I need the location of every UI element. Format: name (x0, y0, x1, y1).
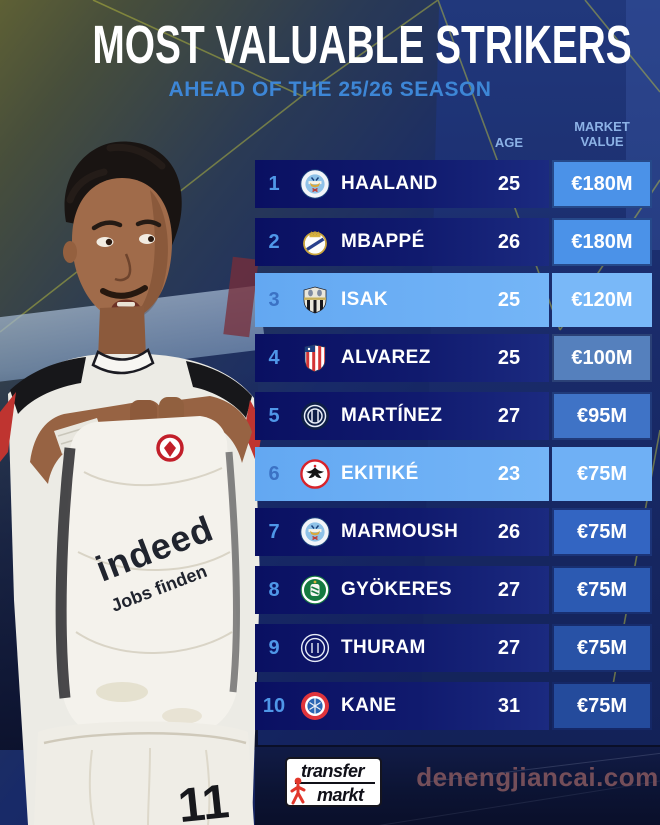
table-row: 2 MBAPPÉ 26 €180M (255, 218, 652, 266)
table-header-row: AGE MARKET VALUE (255, 108, 652, 152)
age-value: 23 (497, 462, 521, 485)
player-row-main-cell: 3 ISAK 25 (255, 273, 549, 327)
player-name: EKITIKÉ (341, 463, 419, 484)
market-value-cell: €95M (552, 392, 652, 440)
age-value: 27 (497, 636, 521, 659)
table-rows: 1 HAALAND 25 €180M 2 MBAPPÉ 26 €180M 3 ISAK 25 €120… (255, 160, 652, 730)
market-value-text: €75M (576, 578, 628, 601)
player-row-main-cell: 7 MARMOUSH 26 (255, 508, 549, 556)
age-column-header: AGE (494, 135, 524, 150)
age-value: 25 (497, 346, 521, 369)
player-name: HAALAND (341, 173, 438, 194)
logo-divider (295, 781, 375, 784)
market-value-text: €75M (576, 462, 628, 485)
age-value: 26 (497, 520, 521, 543)
market-value-text: €100M (571, 346, 633, 369)
rank-label: 7 (268, 520, 280, 543)
watermark-text: denengjiancai.com (416, 762, 659, 792)
table-row: 3 ISAK 25 €120M (255, 273, 652, 327)
player-row-main-cell: 6 EKITIKÉ 23 (255, 447, 549, 501)
market-value-cell: €120M (552, 273, 652, 327)
table-row: 4 ALVAREZ 25 €100M (255, 334, 652, 382)
player-name: ALVAREZ (341, 347, 431, 368)
newcastle-badge-icon (293, 285, 337, 315)
player-name: ISAK (341, 289, 388, 310)
player-name: GYÖKERES (341, 579, 452, 600)
logo-text-transfer: transfer (301, 761, 365, 781)
manchester-city-badge-icon (293, 169, 337, 199)
shorts-number: 11 (176, 775, 232, 825)
market-value-text: €180M (571, 230, 633, 253)
transfermarkt-player-figure-icon (290, 777, 306, 805)
transfermarkt-logo: transfer markt (285, 757, 382, 807)
rank-label: 3 (268, 288, 280, 311)
market-value-text: €120M (571, 288, 633, 311)
inter-milan-badge-icon (293, 401, 337, 431)
market-value-text: €75M (576, 520, 628, 543)
rankings-table: AGE MARKET VALUE 1 HAALAND 25 €180M 2 MBAPPÉ 2… (255, 108, 652, 740)
age-value: 26 (497, 230, 521, 253)
rank-label: 2 (268, 230, 280, 253)
player-row-main-cell: 8 GYÖKERES 27 (255, 566, 549, 614)
logo-text-markt: markt (317, 784, 364, 805)
age-value: 31 (497, 694, 521, 717)
player-row-main-cell: 9 THURAM 27 (255, 624, 549, 672)
rank-label: 1 (268, 172, 280, 195)
market-value-cell: €75M (552, 566, 652, 614)
bayern-munich-badge-icon (293, 691, 337, 721)
background-shade (0, 370, 258, 750)
rank-label: 9 (268, 636, 280, 659)
market-value-cell: €75M (552, 447, 652, 501)
table-row: 6 EKITIKÉ 23 €75M (255, 447, 652, 501)
player-name: MARTÍNEZ (341, 405, 443, 426)
inter-milan-outline-badge-icon (293, 633, 337, 663)
market-value-cell: €75M (552, 682, 652, 730)
page-subtitle: AHEAD OF THE 25/26 SEASON (168, 78, 492, 101)
player-name: THURAM (341, 637, 426, 658)
market-value-text: €75M (576, 694, 628, 717)
player-row-main-cell: 5 MARTÍNEZ 27 (255, 392, 549, 440)
market-value-cell: €75M (552, 508, 652, 556)
rank-label: 8 (268, 578, 280, 601)
market-value-cell: €100M (552, 334, 652, 382)
table-row: 5 MARTÍNEZ 27 €95M (255, 392, 652, 440)
rank-label: 10 (262, 694, 286, 717)
rank-label: 5 (268, 404, 280, 427)
player-row-main-cell: 1 HAALAND 25 (255, 160, 549, 208)
player-row-main-cell: 4 ALVAREZ 25 (255, 334, 549, 382)
player-row-main-cell: 10 KANE 31 (255, 682, 549, 730)
table-row: 9 THURAM 27 €75M (255, 624, 652, 672)
real-madrid-badge-icon (293, 227, 337, 257)
market-value-text: €95M (576, 404, 628, 427)
table-row: 10 KANE 31 €75M (255, 682, 652, 730)
manchester-city-badge-icon (293, 517, 337, 547)
market-value-cell: €75M (552, 624, 652, 672)
age-value: 27 (497, 578, 521, 601)
atletico-madrid-badge-icon (293, 343, 337, 373)
age-value: 27 (497, 404, 521, 427)
market-value-cell: €180M (552, 160, 652, 208)
player-name: MARMOUSH (341, 521, 459, 542)
rank-label: 4 (268, 346, 280, 369)
market-value-text: €75M (576, 636, 628, 659)
player-name: KANE (341, 695, 397, 716)
player-row-main-cell: 2 MBAPPÉ 26 (255, 218, 549, 266)
sporting-cp-badge-icon (293, 575, 337, 605)
age-value: 25 (497, 288, 521, 311)
table-row: 1 HAALAND 25 €180M (255, 160, 652, 208)
age-value: 25 (497, 172, 521, 195)
page-title: MOST VALUABLE STRIKERS (92, 15, 632, 75)
player-name: MBAPPÉ (341, 231, 425, 252)
eintracht-frankfurt-badge-icon (293, 459, 337, 489)
market-value-cell: €180M (552, 218, 652, 266)
table-row: 7 MARMOUSH 26 €75M (255, 508, 652, 556)
rank-label: 6 (268, 462, 280, 485)
table-row: 8 GYÖKERES 27 €75M (255, 566, 652, 614)
market-value-text: €180M (571, 172, 633, 195)
market-value-column-header: MARKET VALUE (574, 119, 630, 150)
